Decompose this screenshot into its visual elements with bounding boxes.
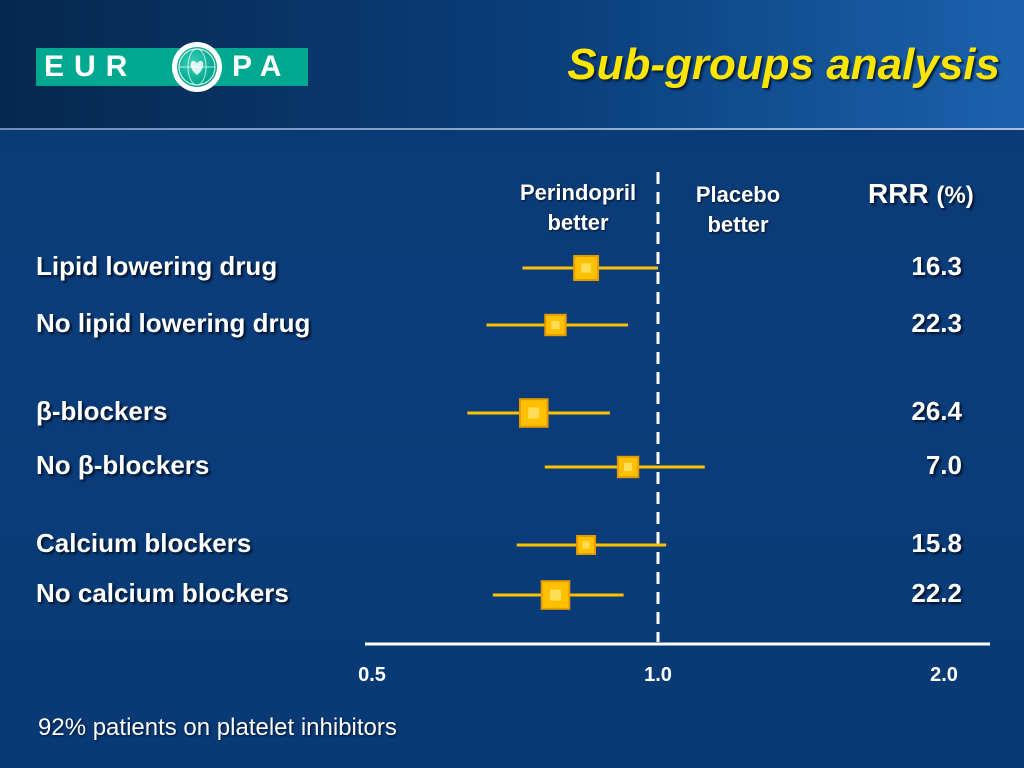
subgroup-label: Calcium blockers [36,528,252,558]
marker-highlight [623,462,633,472]
marker-highlight [582,541,590,549]
perindopril-better-heading: Perindopril better [519,180,637,235]
rrr-value: 22.2 [911,578,962,608]
rrr-heading: RRR (%) [868,178,974,210]
rrr-value: 22.3 [911,308,962,338]
marker-highlight [528,407,540,419]
marker-highlight [581,263,591,273]
subgroup-label: β-blockers [36,396,168,426]
footnote: 92% patients on platelet inhibitors [38,714,397,741]
rrr-value: 16.3 [911,251,962,281]
europa-logo: EUR PA [36,42,308,92]
subgroup-label: Lipid lowering drug [36,251,278,281]
rrr-value: 7.0 [925,450,962,480]
x-tick-label: 1.0 [644,664,672,686]
x-tick-label: 0.5 [358,664,386,686]
rrr-heading-unit: (%) [936,182,974,209]
point-estimate-marker [518,398,549,428]
subgroup-label: No calcium blockers [36,578,289,608]
subgroup-label: No lipid lowering drug [36,308,311,338]
marker-highlight [551,320,560,330]
logo-text-left: EUR [44,50,138,83]
logo-text-right: PA [232,50,292,83]
subgroup-label: No β-blockers [36,450,210,480]
rrr-value: 15.8 [911,528,962,558]
rrr-heading-text: RRR [868,178,929,209]
slide-title: Sub-groups analysis [567,40,1000,89]
globe-heart-icon [172,42,222,92]
x-tick-label: 2.0 [930,664,958,686]
placebo-better-heading: Placebo better [695,182,781,237]
header-divider [0,128,1024,130]
rrr-value: 26.4 [911,396,962,426]
marker-highlight [549,589,562,601]
